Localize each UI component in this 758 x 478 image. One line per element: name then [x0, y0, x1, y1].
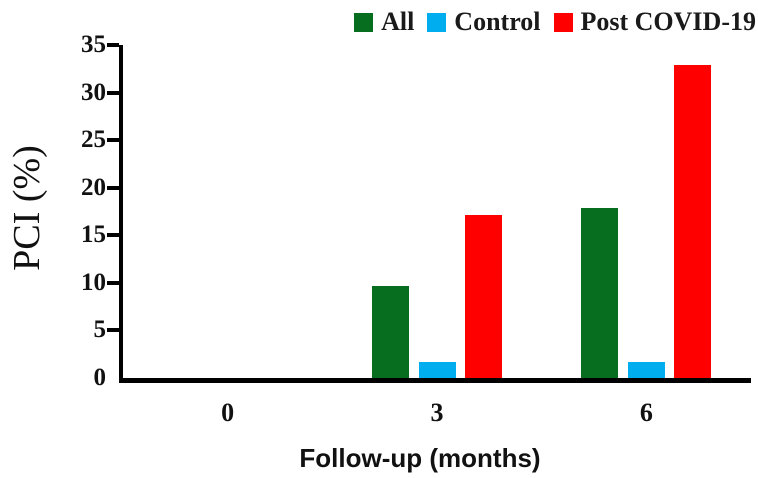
y-tick-label: 20: [81, 173, 106, 201]
x-tick-label: 6: [639, 398, 653, 427]
bar-all-month-3: [372, 285, 409, 378]
y-tick: [107, 90, 119, 95]
legend-swatch-all-icon: [354, 12, 374, 32]
y-tick-label: 35: [81, 31, 106, 58]
y-axis-title: PCI (%): [6, 145, 48, 271]
y-tick-label: 15: [81, 221, 106, 249]
y-tick: [107, 233, 119, 238]
bar-control-month-3: [418, 361, 456, 378]
y-tick-label: 25: [81, 126, 106, 154]
bar-post-covid-19-month-3: [465, 215, 502, 378]
y-tick: [107, 328, 119, 333]
legend-swatch-post-covid-icon: [553, 12, 573, 32]
y-tick: [107, 280, 119, 285]
x-tick-label: 3: [430, 398, 444, 427]
y-tick: [107, 43, 119, 47]
y-tick-label: 10: [81, 268, 106, 296]
legend-label-control: Control: [454, 7, 541, 36]
x-axis-title: Follow-up (months): [299, 443, 541, 473]
x-tick-label: 0: [221, 398, 235, 427]
legend-item-post-covid: Post COVID-19: [553, 7, 757, 37]
y-tick-label: 30: [81, 78, 106, 106]
legend-swatch-control-icon: [427, 12, 447, 32]
bar-all-month-6: [581, 207, 619, 378]
bar-post-covid-19-month-6: [674, 64, 712, 378]
legend-label-post-covid: Post COVID-19: [580, 7, 757, 36]
y-tick-label: 5: [93, 316, 107, 344]
legend-item-control: Control: [427, 7, 541, 37]
legend-item-all: All: [354, 7, 414, 37]
legend-label-all: All: [381, 7, 415, 36]
y-tick: [107, 138, 119, 143]
y-tick: [107, 185, 119, 190]
plot-area: 0 5 10 15 20 25 30 35 0 3 6: [81, 31, 751, 427]
bar-control-month-6: [627, 361, 665, 378]
y-tick-label: 0: [93, 364, 107, 391]
chart-legend: All Control Post COVID-19: [0, 7, 756, 37]
